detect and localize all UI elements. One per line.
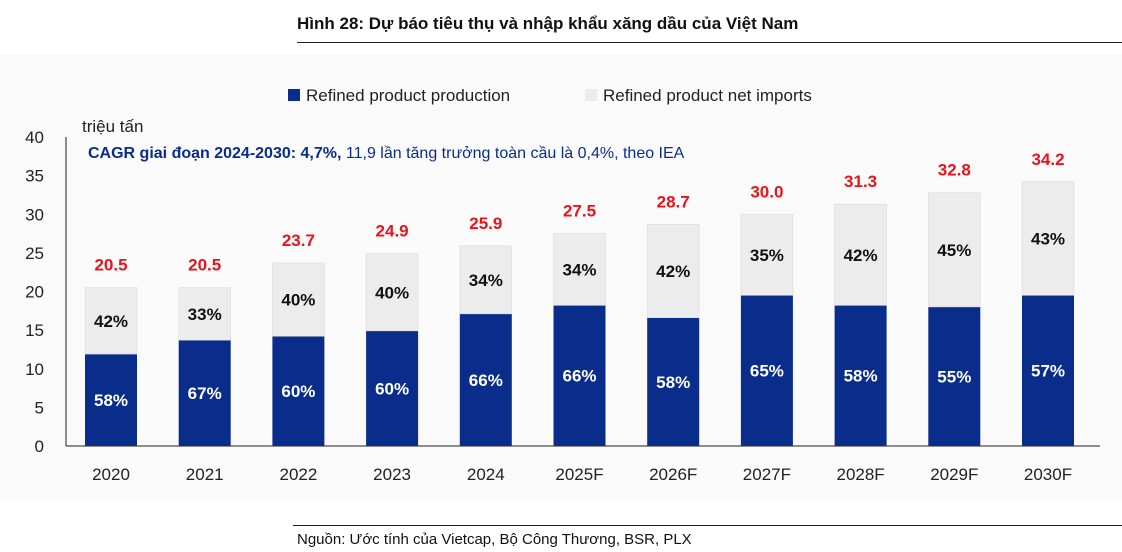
cagr-annotation: CAGR giai đoạn 2024-2030: 4,7%, 11,9 lần… xyxy=(88,145,685,162)
segment-label-imports: 35% xyxy=(750,246,784,265)
legend-label-production: Refined product production xyxy=(306,86,510,105)
segment-label-imports: 33% xyxy=(188,305,222,324)
segment-label-imports: 34% xyxy=(469,271,503,290)
bar-segment-production xyxy=(85,354,137,446)
y-tick-label: 40 xyxy=(25,128,44,147)
total-label: 23.7 xyxy=(282,231,315,250)
bar-segment-production xyxy=(928,306,981,446)
segment-label-imports: 45% xyxy=(937,241,971,260)
y-tick-label: 25 xyxy=(25,244,44,263)
total-label: 27.5 xyxy=(563,202,596,221)
x-tick-label: 2023 xyxy=(373,465,411,484)
segment-label-imports: 42% xyxy=(94,312,128,331)
bar-segment-production xyxy=(553,305,606,446)
segment-label-imports: 42% xyxy=(844,246,878,265)
title-divider xyxy=(297,42,1122,43)
y-tick-label: 20 xyxy=(25,283,44,302)
segment-label-production: 58% xyxy=(656,373,690,392)
segment-label-production: 66% xyxy=(469,371,503,390)
segment-label-imports: 43% xyxy=(1031,230,1065,249)
bar-segment-production xyxy=(459,313,512,446)
x-tick-label: 2024 xyxy=(467,465,505,484)
bar-segment-imports xyxy=(178,287,231,341)
segment-label-production: 60% xyxy=(281,382,315,401)
segment-label-production: 58% xyxy=(844,367,878,386)
source-note: Nguồn: Ước tính của Vietcap, Bộ Công Thư… xyxy=(297,531,692,548)
bar-segment-imports xyxy=(834,203,887,306)
bar-segment-imports xyxy=(928,192,981,308)
y-tick-label: 35 xyxy=(25,167,44,186)
x-tick-label: 2022 xyxy=(279,465,317,484)
total-label: 20.5 xyxy=(188,256,221,275)
total-label: 24.9 xyxy=(376,222,409,241)
bar-segment-imports xyxy=(459,245,513,315)
bar-segment-imports xyxy=(272,262,325,337)
segment-label-production: 67% xyxy=(188,384,222,403)
total-label: 28.7 xyxy=(657,192,690,211)
segment-label-production: 60% xyxy=(375,379,409,398)
legend-swatch-imports xyxy=(585,89,597,101)
bar-segment-imports xyxy=(1021,181,1075,296)
segment-label-production: 66% xyxy=(562,367,596,386)
bar-segment-imports xyxy=(740,214,794,296)
total-label: 31.3 xyxy=(844,172,877,191)
x-tick-label: 2029F xyxy=(930,465,978,484)
y-tick-label: 30 xyxy=(25,205,44,224)
bar-segment-production xyxy=(834,305,887,446)
segment-label-production: 57% xyxy=(1031,362,1065,381)
x-tick-label: 2020 xyxy=(92,465,130,484)
y-tick-label: 10 xyxy=(25,360,44,379)
bar-segment-production xyxy=(366,330,419,446)
bar-segment-production xyxy=(647,317,700,446)
total-label: 34.2 xyxy=(1031,150,1064,169)
segment-label-imports: 40% xyxy=(375,283,409,302)
total-label: 25.9 xyxy=(469,214,502,233)
bar-segment-production xyxy=(740,295,793,446)
segment-label-imports: 42% xyxy=(656,262,690,281)
legend-swatch-production xyxy=(288,89,300,101)
bar-segment-imports xyxy=(553,233,606,306)
source-divider xyxy=(293,525,1122,526)
bar-segment-production xyxy=(272,336,325,446)
segment-label-production: 58% xyxy=(94,391,128,410)
bar-segment-imports xyxy=(84,287,138,355)
x-tick-label: 2021 xyxy=(186,465,224,484)
y-axis-label: triệu tấn xyxy=(82,117,143,136)
total-label: 20.5 xyxy=(94,256,127,275)
bar-segment-imports xyxy=(365,253,419,332)
total-label: 30.0 xyxy=(750,182,783,201)
x-tick-label: 2028F xyxy=(836,465,884,484)
legend-label-imports: Refined product net imports xyxy=(603,86,812,105)
bar-segment-imports xyxy=(646,224,700,319)
x-tick-label: 2030F xyxy=(1024,465,1072,484)
x-tick-label: 2026F xyxy=(649,465,697,484)
segment-label-production: 65% xyxy=(750,362,784,381)
bar-segment-production xyxy=(1022,295,1074,446)
y-tick-label: 0 xyxy=(35,437,44,456)
total-label: 32.8 xyxy=(938,161,971,180)
segment-label-imports: 40% xyxy=(281,291,315,310)
y-tick-label: 5 xyxy=(35,398,44,417)
y-tick-label: 15 xyxy=(25,321,44,340)
x-tick-label: 2027F xyxy=(743,465,791,484)
x-tick-label: 2025F xyxy=(555,465,603,484)
segment-label-production: 55% xyxy=(937,367,971,386)
segment-label-imports: 34% xyxy=(562,260,596,279)
bar-segment-production xyxy=(178,340,231,446)
figure-title: Hình 28: Dự báo tiêu thụ và nhập khẩu xă… xyxy=(297,14,799,33)
